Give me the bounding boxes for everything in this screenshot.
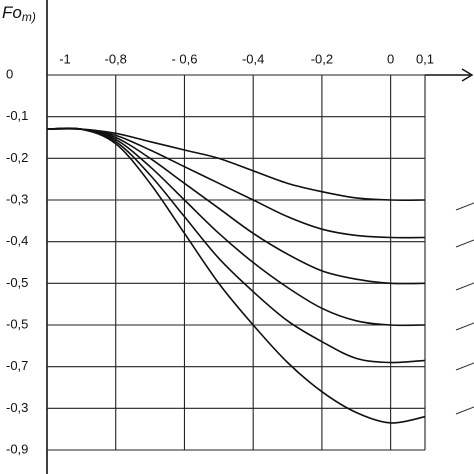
y-tick-label: -0,2 [6,150,28,165]
curve [46,127,426,239]
y-axis-label-main: Fo [2,3,22,22]
x-axis-arrow [461,68,474,82]
curve-leaders [455,202,474,415]
curve [46,127,426,364]
x-tick-label: -1 [59,51,71,66]
x-tick-label: -0,4 [242,51,264,66]
x-tick-label: 0,1 [416,51,434,66]
y-tick-label: -0,3 [6,400,28,415]
x-tick-label: - 0,6 [171,51,197,66]
curve [46,127,426,424]
y-tick-label: -0,5 [6,316,28,331]
y-axis-label: Fom) [2,3,36,24]
curve [46,128,426,201]
y-tick-label: -0,1 [6,108,28,123]
y-tick-label: -0,9 [6,441,28,456]
x-tick-label: 0 [387,51,394,66]
x-tick-label: -0,8 [105,51,127,66]
y-tick-label: -0,3 [6,191,28,206]
curve [46,127,426,327]
y-tick-label: -0,4 [6,233,28,248]
y-tick-label: -0,5 [6,275,28,290]
y-axis-label-sub: m) [22,10,36,24]
y-tick-label: 0 [6,66,13,81]
curve [46,127,426,285]
x-tick-label: -0,2 [311,51,333,66]
y-tick-label: -0,7 [6,358,28,373]
